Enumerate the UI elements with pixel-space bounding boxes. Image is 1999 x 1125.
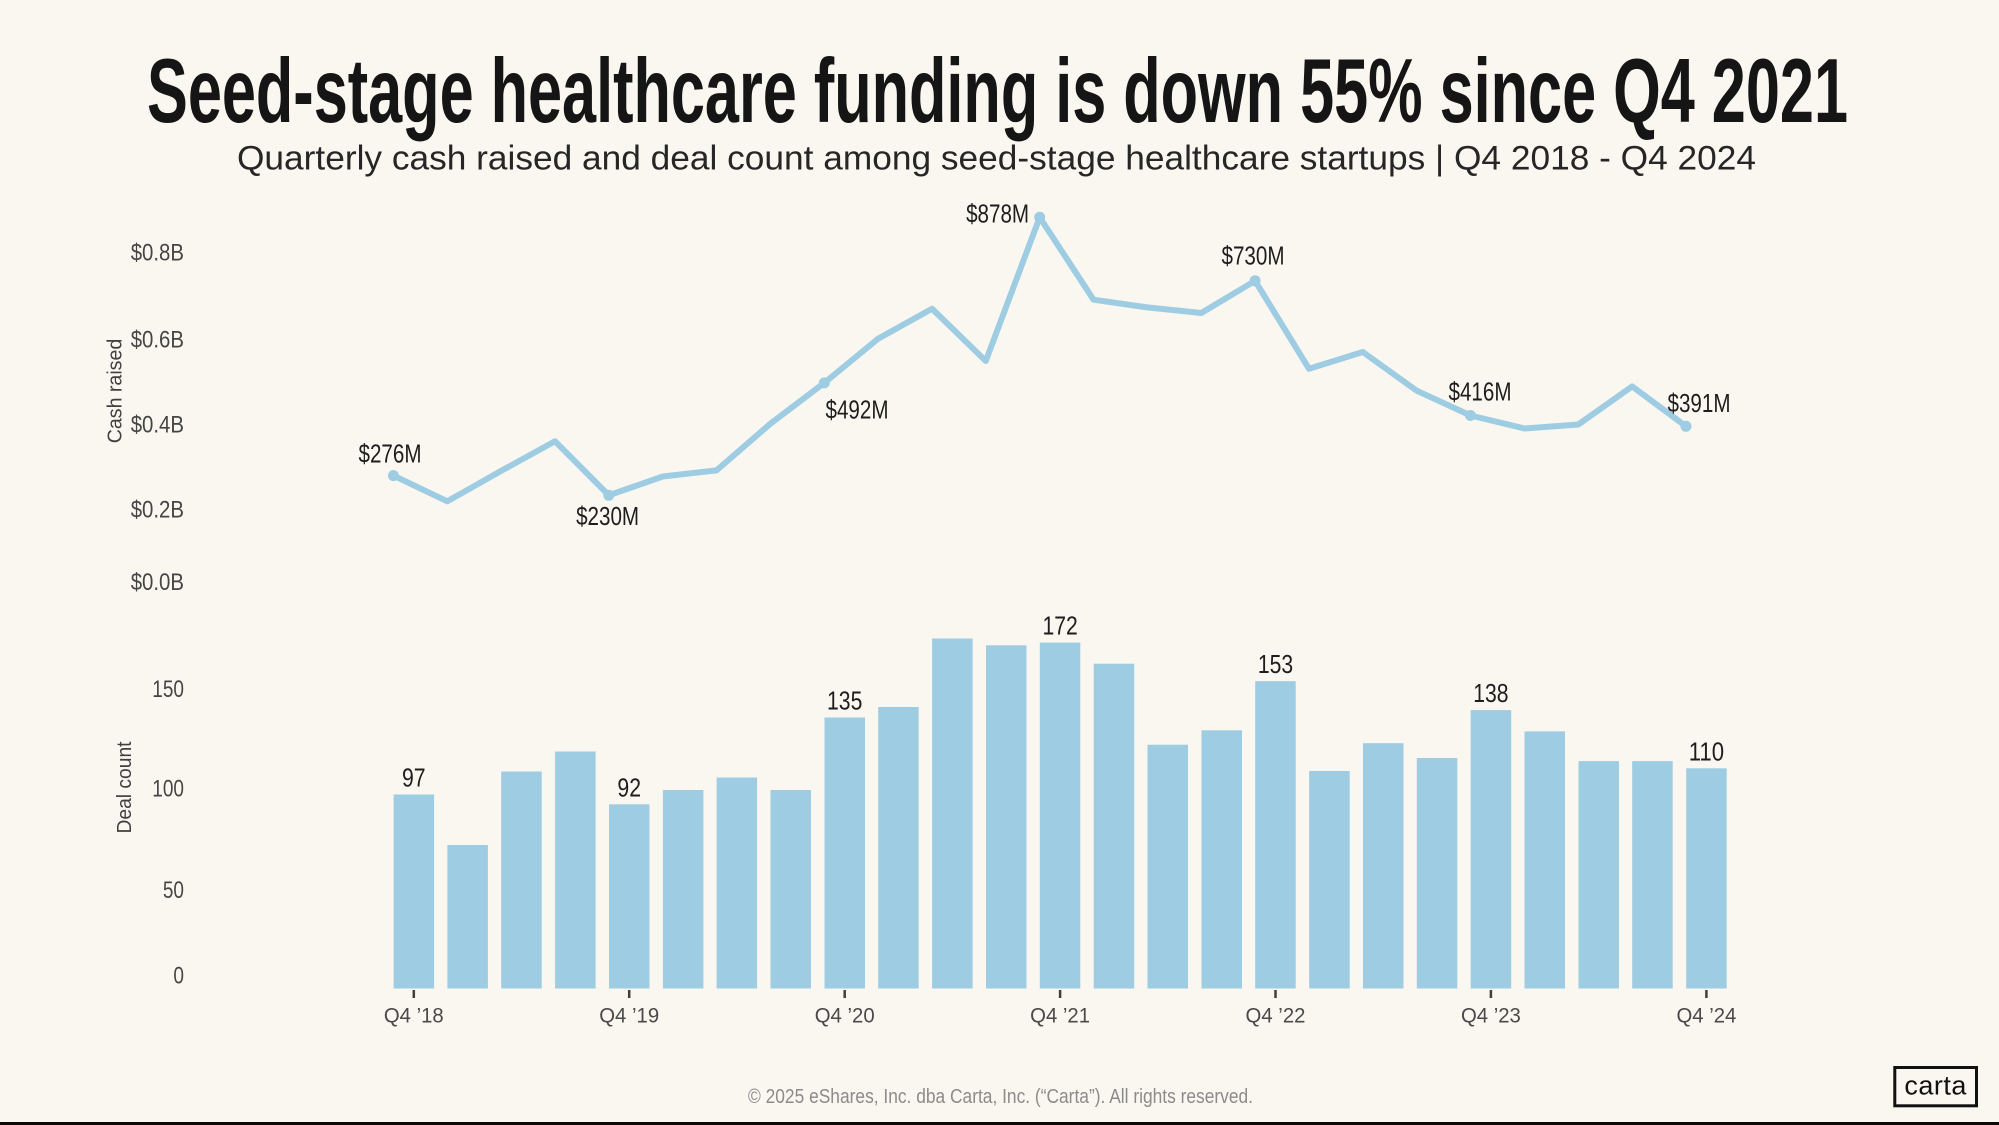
svg-text:Seed-stage healthcare funding: Seed-stage healthcare funding is down 55… [147,41,1848,142]
svg-text:Quarterly cash raised and deal: Quarterly cash raised and deal count amo… [237,140,1756,178]
svg-text:$230M: $230M [576,501,639,531]
svg-text:97: 97 [402,763,426,793]
svg-text:Q4 ’19: Q4 ’19 [599,1004,659,1028]
svg-text:135: 135 [827,686,862,716]
svg-text:$730M: $730M [1222,241,1285,271]
svg-text:$0.8B: $0.8B [131,240,184,267]
svg-text:110: 110 [1689,736,1724,766]
svg-text:$416M: $416M [1449,377,1512,407]
svg-text:138: 138 [1473,678,1508,708]
svg-text:Q4 ’20: Q4 ’20 [815,1004,875,1028]
svg-text:153: 153 [1258,649,1293,679]
svg-text:Q4 ’23: Q4 ’23 [1461,1004,1521,1028]
svg-text:$492M: $492M [826,395,889,425]
svg-text:Deal count: Deal count [113,741,136,833]
svg-text:$276M: $276M [359,439,422,469]
svg-text:$878M: $878M [966,199,1029,229]
svg-text:Q4 ’22: Q4 ’22 [1246,1004,1306,1028]
svg-text:0: 0 [173,963,184,990]
svg-text:Q4 ’21: Q4 ’21 [1030,1004,1090,1028]
svg-text:92: 92 [617,772,641,802]
svg-text:$0.2B: $0.2B [131,497,184,524]
svg-text:Cash raised: Cash raised [104,339,127,444]
svg-text:50: 50 [163,877,184,904]
svg-text:$0.4B: $0.4B [131,412,184,439]
svg-text:$391M: $391M [1668,388,1731,418]
svg-text:carta: carta [1904,1071,1967,1101]
svg-text:© 2025 eShares, Inc. dba Carta: © 2025 eShares, Inc. dba Carta, Inc. (“C… [748,1086,1253,1108]
svg-text:$0.0B: $0.0B [131,569,184,596]
svg-text:100: 100 [152,776,184,803]
svg-text:172: 172 [1042,611,1077,641]
svg-text:Q4 ’18: Q4 ’18 [384,1004,444,1028]
svg-text:150: 150 [152,676,184,703]
svg-text:$0.6B: $0.6B [131,327,184,354]
svg-text:Q4 ’24: Q4 ’24 [1676,1004,1736,1028]
